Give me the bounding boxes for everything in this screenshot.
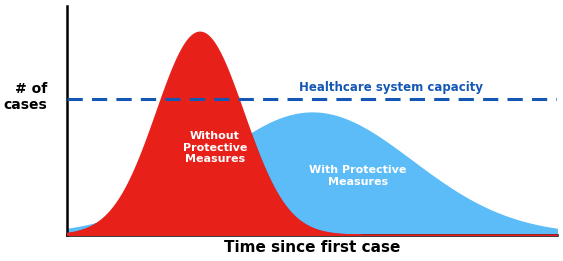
Text: # of
cases: # of cases [3,82,47,112]
Text: Healthcare system capacity: Healthcare system capacity [300,81,483,94]
X-axis label: Time since first case: Time since first case [224,240,400,256]
Text: Without
Protective
Measures: Without Protective Measures [183,131,247,164]
Text: With Protective
Measures: With Protective Measures [310,165,407,187]
